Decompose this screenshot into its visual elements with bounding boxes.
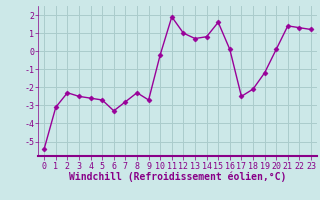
X-axis label: Windchill (Refroidissement éolien,°C): Windchill (Refroidissement éolien,°C)	[69, 172, 286, 182]
